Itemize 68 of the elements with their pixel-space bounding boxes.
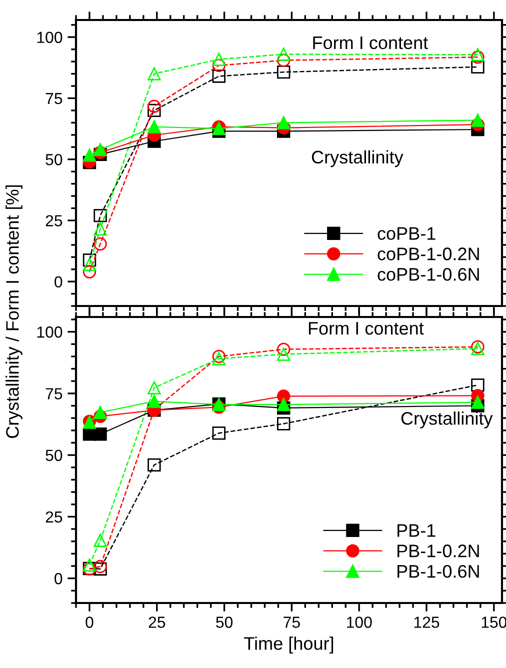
y-tick-label: 100 xyxy=(37,32,62,44)
x-tick-label: 125 xyxy=(414,616,440,628)
annotation: Form I content xyxy=(313,36,428,50)
y-tick-label: 25 xyxy=(46,511,62,523)
point xyxy=(277,116,290,130)
point xyxy=(82,148,96,162)
point xyxy=(94,428,107,441)
point xyxy=(94,142,107,156)
y-tick-label: 25 xyxy=(46,215,62,226)
point xyxy=(212,352,226,366)
y-tick-label: 75 xyxy=(46,388,62,400)
point xyxy=(94,222,107,236)
x-axis-title: Time [hour] xyxy=(244,636,334,654)
point xyxy=(277,348,290,361)
point xyxy=(277,54,290,67)
point xyxy=(94,560,107,574)
point xyxy=(148,120,161,134)
annotation: Crystallinity xyxy=(401,412,493,428)
legend-label: coPB-1 xyxy=(378,227,436,240)
y-tick-label: 50 xyxy=(46,450,62,462)
point xyxy=(82,265,96,278)
point xyxy=(212,52,226,66)
x-tick-label: 25 xyxy=(148,616,166,628)
x-tick-label: 50 xyxy=(216,616,233,628)
y-tick-label: 75 xyxy=(46,93,62,104)
y-axis-title: Crystallinity / Form I content [%] xyxy=(6,185,22,438)
point xyxy=(277,417,290,430)
point xyxy=(471,378,484,392)
legend-label: PB-1-0.2N xyxy=(398,544,479,558)
x-tick-label: 75 xyxy=(284,616,300,628)
legend-label: PB-1-0.6N xyxy=(398,564,479,578)
annotation: Crystallinity xyxy=(312,150,404,168)
point xyxy=(471,50,484,64)
point xyxy=(212,70,226,83)
point xyxy=(471,396,484,409)
point xyxy=(277,65,290,79)
y-tick-label: 50 xyxy=(46,154,62,166)
legend-label: PB-1 xyxy=(398,524,436,537)
x-tick-label: 0 xyxy=(86,616,94,628)
point xyxy=(277,48,290,61)
y-tick-label: 100 xyxy=(37,326,62,338)
y-tick-label: 0 xyxy=(54,276,62,288)
point xyxy=(94,406,107,420)
point xyxy=(148,381,161,394)
y-tick-label: 0 xyxy=(54,572,62,584)
point xyxy=(471,48,484,62)
point xyxy=(148,458,161,472)
point xyxy=(148,100,161,113)
point xyxy=(277,342,290,356)
point xyxy=(94,534,107,547)
point xyxy=(277,390,290,403)
point xyxy=(82,258,96,272)
point xyxy=(148,104,161,118)
point xyxy=(94,208,107,222)
point xyxy=(148,394,161,408)
point xyxy=(94,237,107,251)
point xyxy=(82,253,96,267)
point xyxy=(212,58,226,72)
legend-label: coPB-1-0.2N xyxy=(378,248,479,260)
annotation: Form I content xyxy=(308,322,424,335)
point xyxy=(82,558,96,572)
legend-label: coPB-1-0.6N xyxy=(378,268,479,281)
point xyxy=(471,114,484,127)
point xyxy=(277,398,290,412)
point xyxy=(94,562,107,576)
x-tick-label: 100 xyxy=(346,616,372,628)
point xyxy=(212,426,226,440)
point xyxy=(148,67,161,80)
